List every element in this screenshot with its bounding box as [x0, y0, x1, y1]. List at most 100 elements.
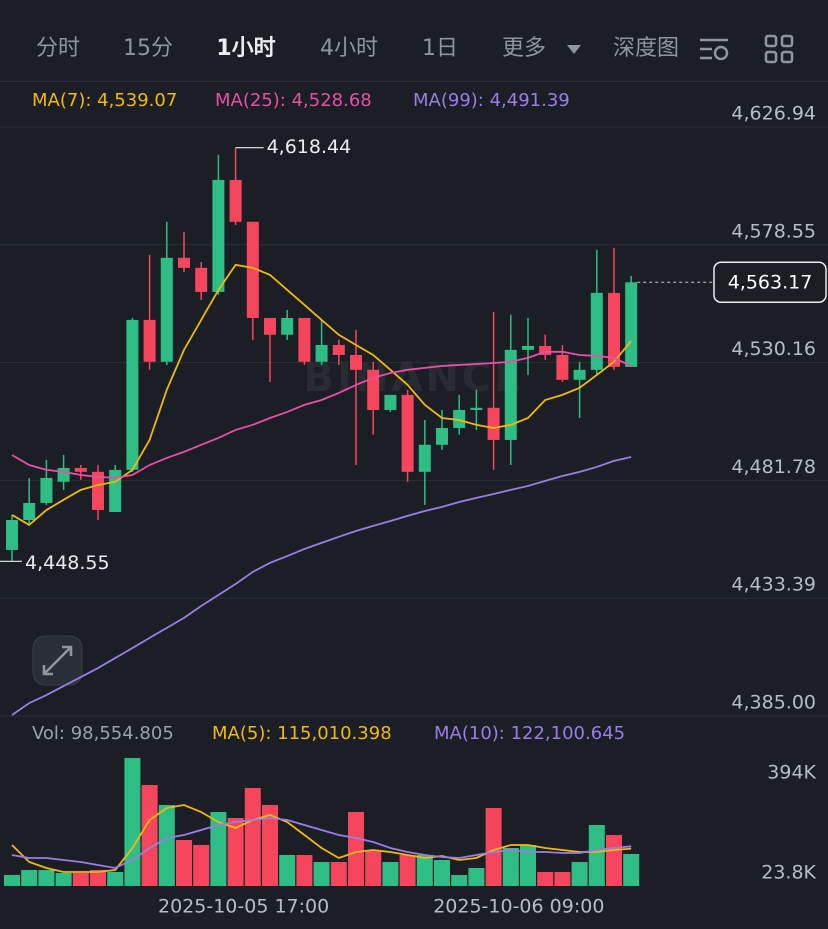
volume-bar [434, 860, 450, 886]
ma-line [11, 350, 632, 479]
candle-body [6, 520, 18, 550]
volume-bar [262, 805, 278, 886]
volume-bar [399, 855, 416, 886]
high-label: 4,618.44 [267, 136, 352, 158]
volume-legend-entry: MA(10): 122,100.645 [434, 723, 625, 744]
y-tick-label: 4,385.00 [731, 692, 816, 714]
candle-body [608, 292, 620, 367]
last-price-label: 4,563.17 [728, 272, 813, 294]
volume-bar [158, 805, 175, 886]
volume-bar [38, 870, 55, 886]
candle-body [246, 221, 259, 318]
expand-button[interactable] [32, 635, 83, 686]
volume-bar [176, 840, 192, 886]
volume-bar [107, 872, 124, 886]
candle-body [332, 344, 345, 355]
candle-body [539, 345, 552, 355]
candle-body [143, 319, 156, 362]
candle-body [212, 179, 225, 292]
volume-bar [485, 808, 502, 886]
tab-active[interactable]: 1小时 [216, 36, 275, 61]
tab[interactable]: 1日 [422, 36, 458, 61]
candle-body [556, 354, 569, 380]
volume-bar [210, 812, 227, 886]
volume-bar [451, 875, 468, 886]
volume-bar [468, 868, 485, 886]
ma-line [11, 263, 632, 526]
volume-bar [520, 845, 536, 886]
candle-body [401, 394, 414, 472]
volume-bar [416, 855, 433, 886]
volume-bar [382, 862, 399, 886]
volume-bar [296, 855, 313, 886]
candle-body [229, 179, 242, 222]
volume-bar [365, 850, 382, 886]
volume-bar [554, 872, 571, 886]
volume-legend: Vol: 98,554.805 [32, 723, 174, 744]
volume-bar [90, 870, 106, 886]
y-tick-label: 4,626.94 [731, 103, 816, 125]
candle-body [281, 317, 294, 335]
volume-bar [330, 862, 347, 886]
candle-body [315, 344, 328, 362]
tab-bar: 分时 15分 1小时 4小时 1日 更多 深度图 [36, 36, 679, 61]
volume-bar [124, 758, 141, 886]
volume-bar [313, 862, 330, 886]
candle-body [23, 502, 36, 521]
legend-entry: MA(25): 4,528.68 [215, 90, 372, 111]
volume-bar [348, 812, 364, 886]
candle-body [590, 292, 603, 370]
volume-bar [606, 835, 622, 886]
settings-icon[interactable] [700, 38, 729, 61]
volume-bar [227, 818, 244, 886]
volume-ma-line [11, 804, 632, 873]
volume-bar [4, 875, 20, 886]
layout-icon[interactable] [764, 34, 794, 64]
tab[interactable]: 4小时 [320, 36, 378, 61]
legend-entry: MA(7): 4,539.07 [32, 90, 177, 111]
candle-body [418, 444, 431, 472]
volume-bar [502, 848, 519, 886]
volume-legend-entry: MA(5): 115,010.398 [212, 723, 392, 744]
volume-ma-line [11, 817, 632, 869]
candle-body [436, 428, 448, 445]
y-tick-label: 4,578.55 [731, 220, 816, 242]
candle-body [573, 369, 586, 380]
plot: BINANCE4,626.944,578.554,530.164,481.784… [0, 90, 828, 918]
candle-body [504, 349, 517, 440]
candle-body [74, 467, 87, 472]
volume-bar [571, 862, 588, 886]
volume-bar [623, 853, 640, 886]
tab[interactable]: 深度图 [613, 36, 679, 61]
last-price-box [713, 261, 827, 303]
candle-body [92, 471, 104, 511]
candle-body [487, 407, 500, 440]
candle-body [195, 267, 208, 292]
volume-bar [537, 872, 554, 886]
candle-body [126, 319, 139, 470]
volume-bar [588, 825, 605, 886]
tab[interactable]: 15分 [123, 36, 173, 61]
candle-body [522, 345, 534, 350]
candle-body [57, 467, 70, 482]
candle-body [298, 317, 311, 362]
candle-body [384, 394, 397, 410]
tab[interactable]: 分时 [36, 36, 80, 61]
volume-bar [279, 855, 296, 886]
legend-entry: MA(99): 4,491.39 [413, 90, 570, 111]
tab[interactable]: 更多 [502, 36, 546, 61]
candle-body [470, 407, 483, 410]
candle-body [109, 469, 122, 512]
candle-body [160, 257, 173, 362]
volume-bar [72, 873, 89, 886]
volume-bar [21, 870, 38, 886]
candle-body [350, 354, 362, 370]
candle-body [453, 409, 466, 429]
volume-bar [55, 873, 72, 886]
volume-bar [193, 845, 210, 886]
candle-body [178, 257, 190, 268]
x-tick-label: 2025-10-06 09:00 [433, 896, 604, 918]
y-tick-label: 4,530.16 [731, 338, 816, 360]
